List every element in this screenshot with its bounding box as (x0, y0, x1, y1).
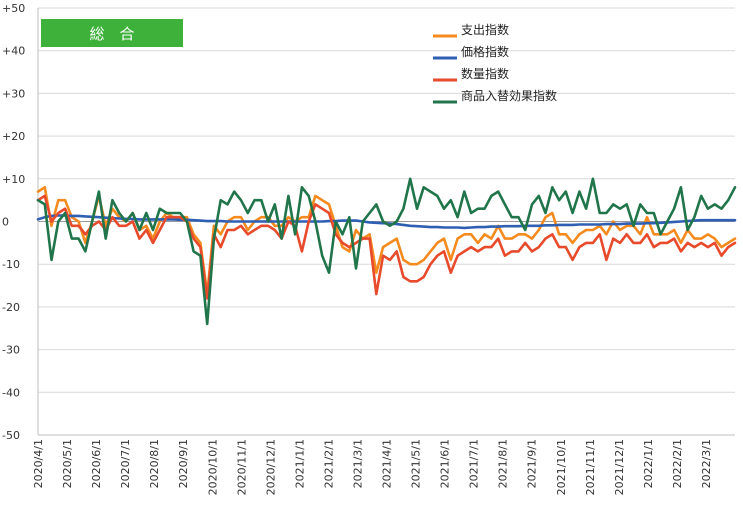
y-tick-label: -10 (2, 258, 20, 271)
x-tick-label: 2021/9/1 (526, 439, 539, 488)
gridlines (37, 7, 735, 436)
series-line-3 (36, 194, 737, 300)
y-axis-tick-labels: +50 +40 +30 +20 +10 0 -10 -20 -30 -40 -50 (2, 2, 25, 442)
x-tick-label: 2020/5/1 (61, 439, 74, 488)
x-tick-label: 2022/2/1 (671, 439, 684, 488)
x-tick-label: 2022/3/1 (700, 439, 713, 488)
legend-label: 支出指数 (461, 22, 509, 37)
x-tick-label: 2021/3/1 (352, 439, 365, 488)
x-tick-label: 2020/10/1 (206, 439, 219, 495)
x-tick-label: 2021/8/1 (497, 439, 510, 488)
label-box-background (41, 19, 183, 47)
x-tick-label: 2020/7/1 (119, 439, 132, 488)
y-tick-label: +10 (2, 173, 25, 186)
x-tick-label: 2021/7/1 (468, 439, 481, 488)
x-tick-label: 2020/12/1 (264, 439, 277, 495)
label-box-text: 総 合 (89, 25, 134, 43)
y-tick-label: +30 (2, 87, 25, 100)
x-tick-label: 2021/2/1 (322, 439, 335, 488)
x-tick-label: 2021/1/1 (293, 439, 306, 488)
y-tick-label: +40 (2, 45, 25, 58)
x-tick-label: 2022/1/1 (642, 439, 655, 488)
x-tick-label: 2021/10/1 (555, 439, 568, 495)
y-tick-label: -40 (2, 386, 20, 399)
x-tick-label: 2021/11/1 (584, 439, 597, 495)
series-line-1 (36, 186, 737, 296)
title-label-box: 総 合 (41, 19, 183, 47)
legend-label: 数量指数 (461, 66, 509, 81)
legend-label: 商品入替効果指数 (461, 88, 557, 103)
y-tick-label: -20 (2, 301, 20, 314)
x-tick-label: 2020/6/1 (90, 439, 103, 488)
y-tick-label: 0 (2, 216, 9, 229)
y-tick-label: +20 (2, 130, 25, 143)
x-axis-tick-labels: 2020/4/1 2020/5/1 2020/6/1 2020/7/1 2020/8/1… (32, 439, 713, 495)
legend-label: 価格指数 (461, 44, 509, 59)
y-tick-label: +50 (2, 2, 25, 15)
x-tick-label: 2020/11/1 (235, 439, 248, 495)
y-tick-label: -30 (2, 344, 20, 357)
x-tick-label: 2020/4/1 (32, 439, 45, 488)
y-tick-label: -50 (2, 429, 20, 442)
x-tick-label: 2020/8/1 (148, 439, 161, 488)
x-tick-label: 2020/9/1 (177, 439, 190, 488)
x-tick-label: 2021/4/1 (381, 439, 394, 488)
x-tick-label: 2021/5/1 (410, 439, 423, 488)
series-lines (36, 177, 737, 326)
x-tick-label: 2021/12/1 (613, 439, 626, 495)
x-tick-label: 2021/6/1 (439, 439, 452, 488)
series-line-4 (36, 177, 737, 326)
